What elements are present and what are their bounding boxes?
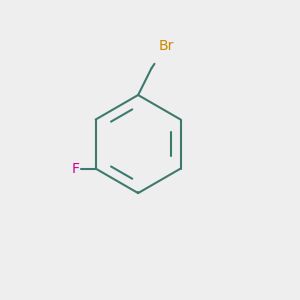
Text: F: F [71, 162, 79, 176]
Text: Br: Br [159, 39, 174, 53]
